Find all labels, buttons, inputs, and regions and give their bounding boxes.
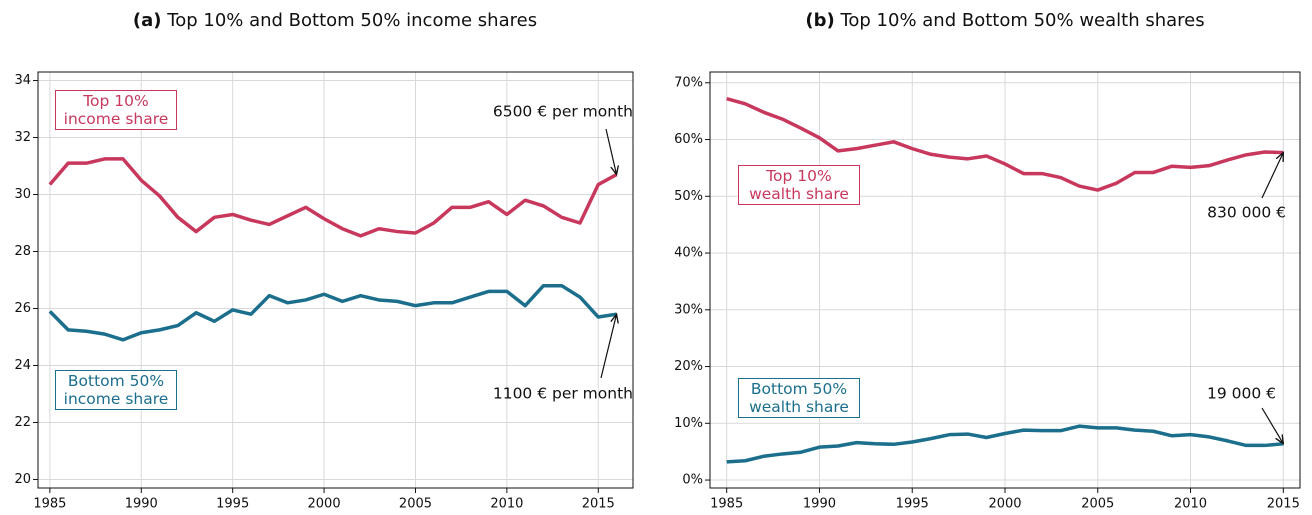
annotation-arrow [1261,407,1283,444]
x-tick-label: 2015 [582,497,615,512]
y-tick-label: 60% [674,132,703,147]
x-tick-label: 2005 [1081,497,1114,512]
annotation: 1100 € per month [493,385,633,403]
y-tick-label: 28 [14,244,31,259]
chart-title: (a) Top 10% and Bottom 50% income shares [35,10,635,31]
y-tick-label: 50% [674,189,703,204]
y-tick-label: 30% [674,302,703,317]
y-tick-label: 26 [14,301,31,316]
plot-frame [37,71,634,489]
y-tick-label: 22 [14,415,31,430]
panel-label: (b) [805,10,835,31]
y-tick-label: 34 [14,73,31,88]
x-tick-label: 2000 [308,497,341,512]
annotation: 830 000 € [1207,204,1286,222]
legend-box: Top 10% wealth share [738,165,860,205]
x-tick-label: 1985 [33,497,66,512]
legend-box: Top 10% income share [55,90,177,130]
y-tick-label: 40% [674,246,703,261]
y-tick-label: 20 [14,472,31,487]
title-text: Top 10% and Bottom 50% income shares [167,10,538,31]
x-tick-label: 2010 [1174,497,1207,512]
y-tick-label: 20% [674,359,703,374]
title-text: Top 10% and Bottom 50% wealth shares [840,10,1205,31]
series-line [726,96,1284,192]
x-tick-label: 1995 [896,497,929,512]
x-tick-label: 2015 [1267,497,1300,512]
plot-frame [709,71,1301,489]
x-tick-label: 2000 [988,497,1021,512]
x-tick-label: 1990 [803,497,836,512]
y-tick-label: 0% [682,473,703,488]
y-tick-label: 10% [674,416,703,431]
series-line [726,424,1284,464]
annotation: 6500 € per month [493,103,633,121]
annotation-arrow [605,128,617,175]
x-tick-label: 2010 [490,497,523,512]
annotation-arrow [600,314,617,379]
x-tick-label: 1995 [216,497,249,512]
annotation-arrow [1261,153,1283,199]
x-tick-label: 1990 [125,497,158,512]
panel-label: (a) [132,10,162,31]
legend-box: Bottom 50% wealth share [738,378,860,418]
series-line [48,283,617,342]
y-tick-label: 32 [14,130,31,145]
y-tick-label: 24 [14,358,31,373]
y-tick-label: 70% [674,75,703,90]
chart-title: (b) Top 10% and Bottom 50% wealth shares [705,10,1305,31]
x-tick-label: 1985 [710,497,743,512]
y-tick-label: 30 [14,187,31,202]
annotation: 19 000 € [1207,385,1276,403]
series-line [48,157,618,238]
x-tick-label: 2005 [399,497,432,512]
legend-box: Bottom 50% income share [55,370,177,410]
